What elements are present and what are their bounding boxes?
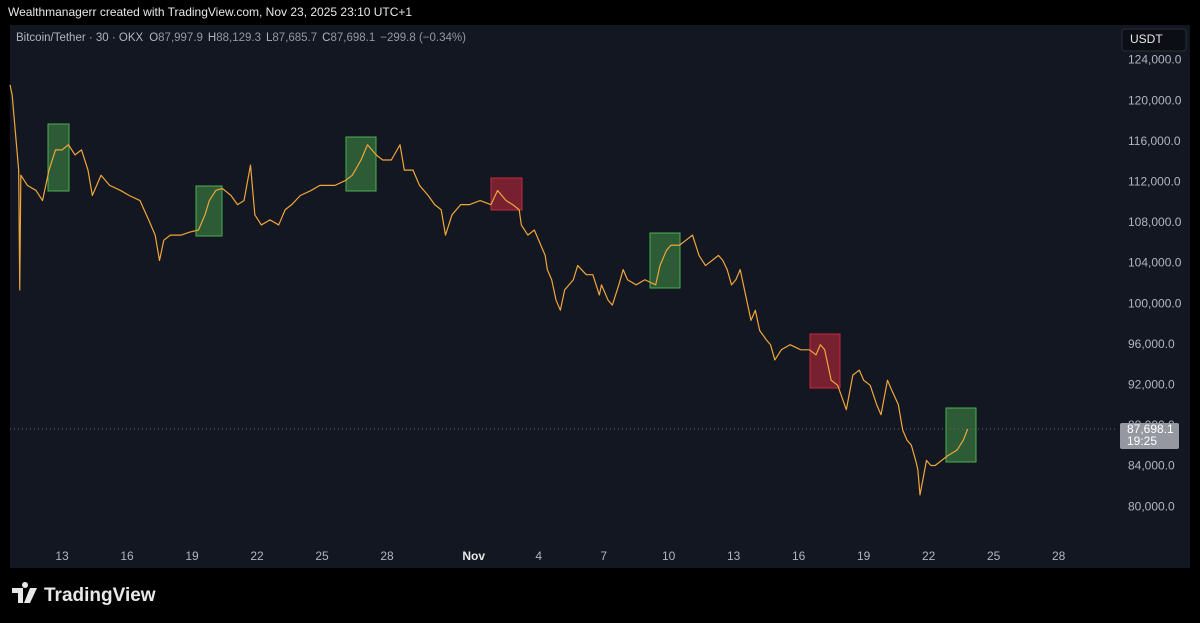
ohlc-label: O (149, 32, 158, 44)
x-tick-label: 4 (535, 549, 542, 563)
y-tick-label: 100,000.0 (1128, 296, 1182, 310)
y-tick-label: 96,000.0 (1128, 337, 1175, 351)
y-tick-label: 108,000.0 (1128, 215, 1182, 229)
ohlc-label: C (322, 32, 330, 44)
green-box (345, 136, 377, 192)
logo-icon (12, 582, 37, 603)
x-tick-label: 13 (55, 549, 69, 563)
y-tick-label: 80,000.0 (1128, 499, 1175, 513)
ohlc-value: 87,997.9 (158, 32, 203, 44)
brand: TradingView (44, 585, 156, 606)
x-tick-label: 28 (380, 549, 394, 563)
symbol-header: Bitcoin/Tether · 30 · OKX O87,997.9 H88,12… (16, 32, 466, 44)
ohlc-value: 87,685.7 (272, 32, 317, 44)
x-tick-label: Nov (462, 549, 485, 563)
x-tick-label: 22 (922, 549, 936, 563)
x-tick-label: 16 (792, 549, 806, 563)
x-tick-label: 7 (600, 549, 607, 563)
x-tick-label: 19 (857, 549, 871, 563)
currency-button[interactable] (1121, 28, 1187, 52)
green-box (47, 123, 70, 192)
x-tick-label: 16 (120, 549, 134, 563)
green-box (649, 232, 681, 289)
highlight-boxes (47, 123, 977, 463)
green-box (195, 185, 223, 237)
tv-logo (12, 582, 37, 603)
y-tick-label: 92,000.0 (1128, 377, 1175, 391)
chart-panel (10, 25, 1190, 568)
x-tick-label: 10 (662, 549, 676, 563)
y-tick-label: 112,000.0 (1128, 174, 1181, 188)
change: −299.8 (−0.34%) (380, 32, 466, 44)
x-tick-label: 19 (185, 549, 199, 563)
countdown: 19:25 (1127, 434, 1157, 448)
ohlc-value: 87,698.1 (330, 32, 375, 44)
x-tick-label: 25 (987, 549, 1001, 563)
red-box (809, 333, 841, 389)
y-tick-label: 116,000.0 (1128, 134, 1181, 148)
x-tick-label: 25 (315, 549, 329, 563)
ohlc-label: H (208, 32, 216, 44)
ohlc-label: L (266, 32, 273, 44)
x-tick-label: 13 (727, 549, 741, 563)
price-label: 87,698.1 (1127, 422, 1174, 436)
y-tick-label: 124,000.0 (1128, 53, 1182, 67)
y-tick-label: 104,000.0 (1128, 256, 1182, 270)
x-tick-label: 22 (250, 549, 264, 563)
caption: Wealthmanagerr created with TradingView.… (8, 5, 412, 19)
price-badge (1120, 422, 1179, 449)
y-tick-label: 84,000.0 (1128, 459, 1175, 473)
currency[interactable]: USDT (1130, 32, 1163, 46)
x-tick-label: 28 (1052, 549, 1066, 563)
price-line-series (9, 84, 969, 496)
ohlc-value: 88,129.3 (216, 32, 261, 44)
y-tick-label: 120,000.0 (1128, 93, 1182, 107)
symbol: Bitcoin/Tether · 30 · OKX (16, 32, 144, 44)
